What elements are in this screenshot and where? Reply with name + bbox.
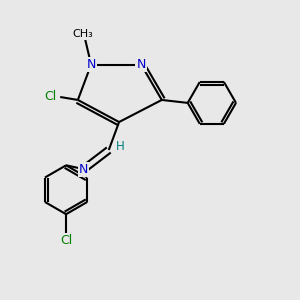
Text: Cl: Cl: [44, 91, 57, 103]
Text: H: H: [116, 140, 124, 153]
Text: Cl: Cl: [60, 234, 72, 247]
Text: CH₃: CH₃: [73, 29, 93, 39]
Text: N: N: [136, 58, 146, 71]
Text: N: N: [79, 163, 88, 176]
Text: N: N: [86, 58, 96, 71]
